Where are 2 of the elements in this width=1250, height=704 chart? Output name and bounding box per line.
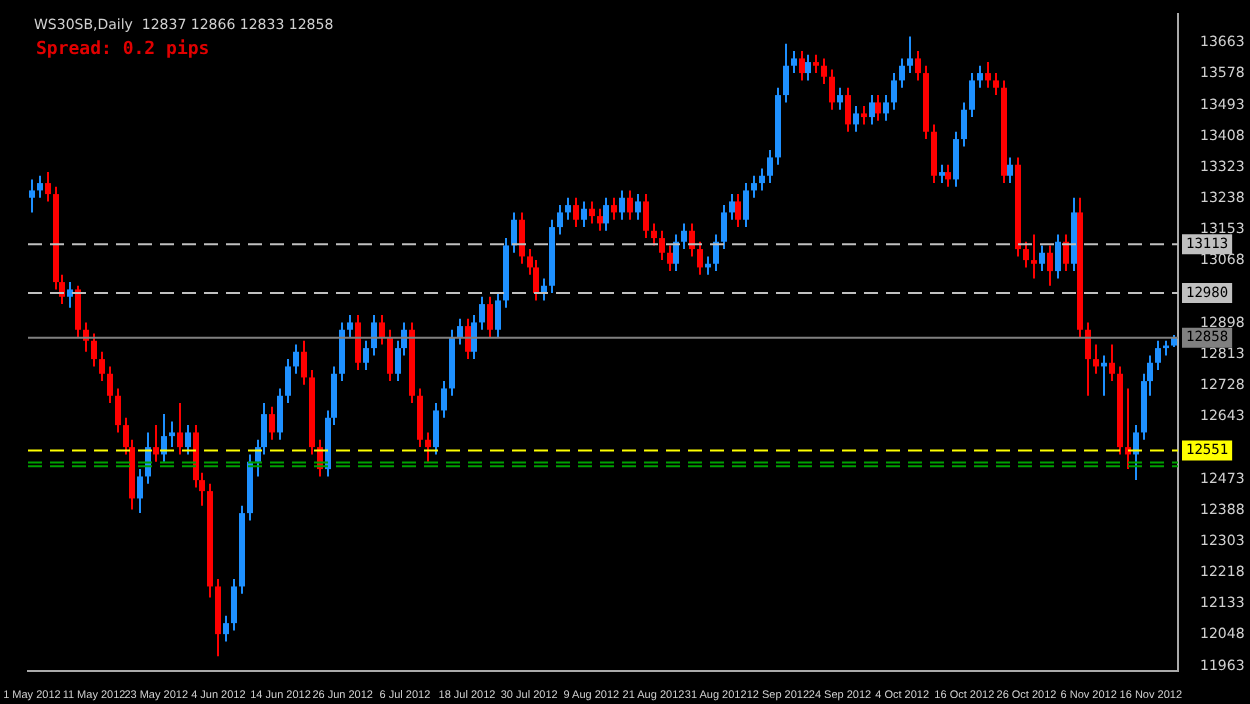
- candlestick: [1031, 234, 1037, 279]
- annotation: Spread: 0.2 pips: [36, 38, 210, 61]
